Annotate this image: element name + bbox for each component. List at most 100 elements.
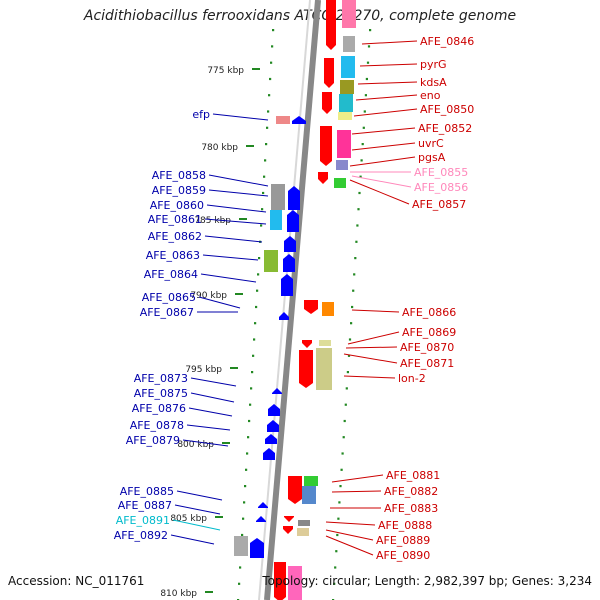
accession-text: Accession: NC_011761 — [8, 574, 145, 588]
gene-label-AFE_0862: AFE_0862 — [148, 230, 202, 243]
leader-line — [351, 175, 412, 188]
outer-track-dot — [336, 533, 339, 537]
gene-label-AFE_0865: AFE_0865 — [142, 291, 196, 304]
outer-track-dot — [343, 419, 346, 423]
leader-line — [325, 535, 374, 556]
inner-track-dot — [255, 305, 258, 309]
tick-label: 785 kbp — [194, 216, 231, 226]
leader-line — [206, 204, 267, 213]
gene-label-AFE_0892: AFE_0892 — [114, 529, 168, 542]
backbone-highlight — [258, 0, 311, 600]
plus-strand-gene-arrow — [265, 434, 277, 444]
outer-track-dot — [356, 224, 359, 227]
minus-strand-annotation-box — [298, 520, 310, 526]
gene-label-AFE_0871: AFE_0871 — [400, 357, 454, 370]
leader-line — [170, 534, 215, 545]
outer-track-dot — [348, 338, 352, 341]
gene-label-pyrG: pyrG — [420, 58, 447, 71]
plus-strand-annotation-box — [270, 210, 282, 230]
leader-line — [351, 142, 416, 151]
leader-line — [202, 254, 259, 261]
leader-line — [325, 521, 376, 526]
plus-strand-gene-arrow — [288, 186, 300, 210]
gene-label-AFE_0887: AFE_0887 — [118, 499, 172, 512]
outer-track-dot — [342, 436, 345, 439]
gene-label-AFE_0859: AFE_0859 — [152, 184, 206, 197]
tick-label: 800 kbp — [177, 440, 214, 450]
inner-track-dot — [254, 322, 257, 325]
gene-label-AFE_0864: AFE_0864 — [144, 268, 198, 281]
gene-features — [234, 0, 356, 600]
inner-track-dot — [250, 387, 253, 390]
minus-strand-annotation-box — [342, 0, 356, 28]
inner-track-dot — [261, 208, 264, 211]
leader-line — [212, 113, 269, 121]
tick-label: 780 kbp — [201, 143, 238, 153]
gene-label-AFE_0860: AFE_0860 — [150, 199, 204, 212]
gene-label-AFE_0891: AFE_0891 — [116, 514, 170, 527]
gene-label-eno: eno — [420, 89, 441, 102]
minus-strand-annotation-box — [338, 112, 352, 120]
plus-strand-gene-arrow — [284, 236, 296, 252]
genome-summary-text: Topology: circular; Length: 2,982,397 bp… — [262, 574, 592, 588]
outer-track-dot — [340, 468, 343, 471]
leader-line — [351, 127, 416, 135]
leader-line — [174, 504, 221, 515]
inner-track-dot — [253, 338, 256, 341]
leader-line — [208, 174, 269, 187]
outer-track-dot — [358, 191, 361, 195]
map-title: Acidithiobacillus ferrooxidans ATCC 2327… — [83, 8, 517, 24]
inner-track-dot — [258, 257, 261, 260]
tick-label: 795 kbp — [185, 365, 222, 375]
minus-strand-gene-arrow — [322, 92, 332, 114]
leader-line — [331, 490, 382, 493]
inner-track-dot — [242, 517, 245, 520]
inner-track-dot — [268, 94, 271, 97]
inner-track-dot — [263, 175, 266, 178]
inner-track-dot — [252, 354, 255, 357]
leader-line — [188, 407, 233, 417]
minus-strand-annotation-box — [341, 56, 355, 78]
inner-track-dot — [248, 419, 251, 423]
inner-track-dot — [246, 452, 249, 455]
gene-label-lon-2: lon-2 — [398, 372, 426, 385]
minus-strand-gene-arrow — [274, 562, 286, 600]
outer-track-dot — [335, 550, 338, 553]
outer-track-dot — [361, 143, 364, 146]
minus-strand-annotation-box — [339, 94, 353, 112]
outer-track-dot — [333, 582, 336, 585]
leader-line — [190, 392, 235, 403]
gene-label-AFE_0863: AFE_0863 — [146, 249, 200, 262]
outer-track-dot — [360, 159, 363, 162]
inner-track-dot — [251, 371, 254, 374]
gene-label-AFE_0876: AFE_0876 — [132, 402, 186, 415]
gene-label-AFE_0888: AFE_0888 — [378, 519, 432, 532]
minus-strand-gene-arrow — [324, 58, 334, 88]
gene-label-AFE_0855: AFE_0855 — [414, 166, 468, 179]
minus-strand-gene-arrow — [304, 300, 318, 314]
gene-label-AFE_0867: AFE_0867 — [140, 306, 194, 319]
leader-line — [204, 218, 267, 225]
inner-track-dot — [244, 485, 247, 488]
outer-track-dot — [339, 485, 342, 488]
gene-label-AFE_0870: AFE_0870 — [400, 341, 454, 354]
leader-line — [359, 63, 418, 67]
leader-line — [200, 273, 257, 283]
outer-track-dot — [346, 371, 349, 374]
minus-strand-annotation-box — [304, 476, 318, 486]
leader-line — [325, 529, 374, 541]
minus-strand-annotation-box — [316, 348, 332, 390]
outer-track-dot — [365, 77, 368, 81]
backbone-line — [264, 0, 321, 600]
minus-strand-gene-arrow — [283, 526, 293, 534]
inner-track-dot — [247, 436, 250, 439]
leader-line — [172, 519, 221, 531]
inner-track-dot — [262, 191, 265, 195]
plus-strand-gene-arrow — [250, 538, 264, 558]
plus-strand-gene-arrow — [292, 116, 306, 124]
leader-line — [176, 490, 223, 501]
outer-track-dot — [345, 387, 348, 390]
minus-strand-annotation-box — [322, 302, 334, 316]
